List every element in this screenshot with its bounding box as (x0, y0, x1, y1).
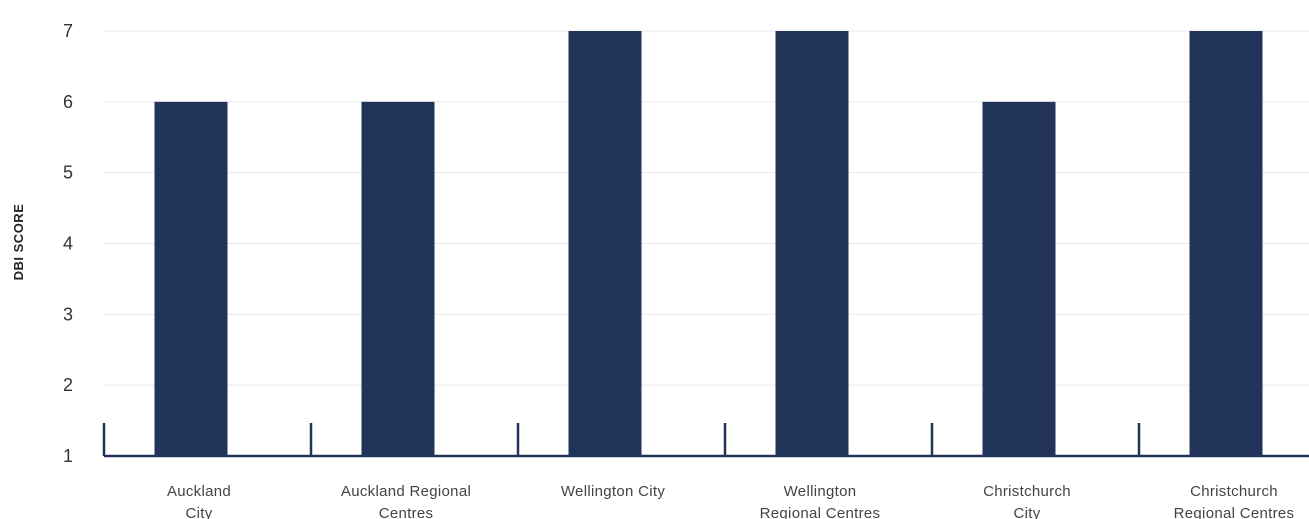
bar (1189, 31, 1263, 456)
x-tick-label: Auckland Regional Centres (341, 483, 471, 519)
x-tick-label: Christchurch Regional Centres (1174, 483, 1295, 519)
bar (154, 101, 228, 456)
x-tick-label: Wellington Regional Centres (760, 483, 881, 519)
bar (361, 101, 435, 456)
x-tick-label: Wellington City (561, 483, 665, 500)
x-axis-labels: Auckland City Auckland Regional Centres Well… (167, 483, 1294, 519)
gridlines (104, 30, 1309, 386)
x-tick-label: Christchurch City (983, 483, 1071, 519)
bar (568, 31, 642, 456)
y-tick-label: 5 (63, 163, 73, 183)
y-axis-ticks: 1 2 3 4 5 6 7 (63, 21, 73, 466)
y-tick-label: 3 (63, 304, 73, 324)
y-tick-label: 6 (63, 92, 73, 112)
y-tick-label: 7 (63, 21, 73, 41)
y-tick-label: 2 (63, 375, 73, 395)
y-axis-title: DBI SCORE (11, 204, 26, 281)
bar (982, 101, 1056, 456)
bars (154, 31, 1263, 456)
y-tick-label: 1 (63, 446, 73, 466)
bar (775, 31, 849, 456)
y-tick-label: 4 (63, 234, 73, 254)
x-axis (102, 423, 1309, 458)
x-tick-label: Auckland City (167, 483, 231, 519)
